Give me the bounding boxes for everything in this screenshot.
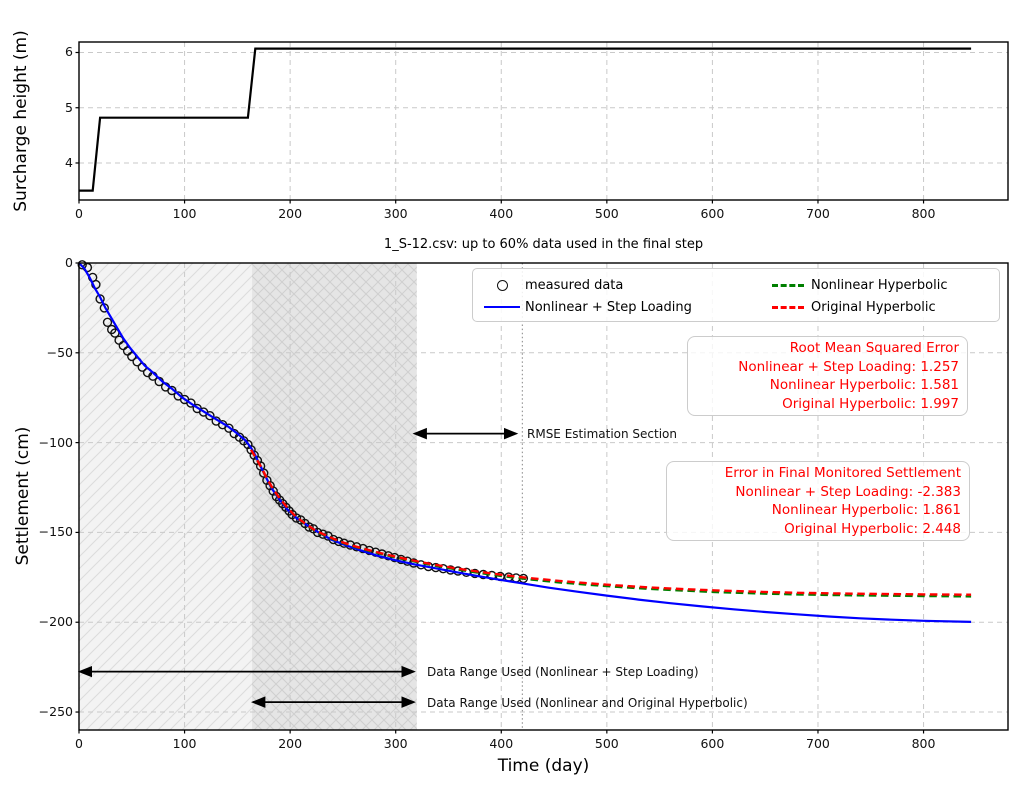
final-error-step-loading-value: Nonlinear + Step Loading: -2.383 [735,483,961,500]
tick-marks [75,51,925,204]
y-tick-label: −100 [38,434,73,450]
legend-item-nonlinear-hyperbolic: Nonlinear Hyperbolic [765,276,947,294]
dashed-line-marker-icon [765,283,811,287]
x-tick-label: 200 [278,736,303,751]
x-tick-label: 700 [806,206,830,221]
y-tick-label: 5 [65,99,73,115]
rmse-annotation-box: Root Mean Squared Error Nonlinear + Step… [687,336,968,416]
rmse-step-loading-value: Nonlinear + Step Loading: 1.257 [738,358,959,375]
axes-frame [78,41,1009,201]
final-error-original-hyperbolic-value: Original Hyperbolic: 2.448 [784,520,961,537]
data-range-hyperbolic-arrow-label: Data Range Used (Nonlinear and Original … [427,696,748,710]
x-tick-label: 800 [911,736,936,751]
nonlinear-step-loading-curve [78,262,972,623]
time-axis-label: Time (day) [497,756,590,776]
y-tick-label: 0 [65,255,73,270]
gridlines [78,42,1008,200]
legend-label: Nonlinear + Step Loading [525,299,692,315]
final-error-annotation-box: Error in Final Monitored Settlement Nonl… [666,461,970,541]
legend-label: Nonlinear Hyperbolic [811,277,948,293]
x-tick-label: 200 [278,206,303,221]
solid-line-marker-icon [479,306,525,308]
circle-marker-icon [479,279,525,291]
chart-title: 1_S-12.csv: up to 60% data used in the f… [383,237,704,252]
y-tick-label: −200 [38,614,73,630]
legend-label: measured data [525,277,624,293]
final-error-box-title: Error in Final Monitored Settlement [724,465,961,481]
x-tick-label: 300 [383,206,408,221]
x-tick-label: 100 [172,206,197,221]
legend-item-original-hyperbolic: Original Hyperbolic [765,298,936,316]
rmse-nonlinear-hyperbolic-value: Nonlinear Hyperbolic: 1.581 [769,377,959,394]
dashed-line-marker-icon [765,305,811,309]
axes-frame [78,262,1009,731]
y-tick-label: −250 [38,704,73,720]
x-tick-label: 100 [172,736,197,751]
x-tick-label: 400 [489,206,514,221]
tick-marks [75,262,925,734]
x-tick-label: 300 [383,736,408,751]
legend: measured data Nonlinear + Step Loading N… [472,268,1000,322]
x-tick-label: 400 [489,736,514,751]
y-tick-label: −50 [46,344,73,360]
x-tick-label: 700 [806,736,830,751]
x-tick-label: 0 [75,736,83,751]
y-tick-label: 6 [65,44,73,60]
x-tick-label: 500 [594,736,619,751]
x-tick-label: 500 [594,206,619,221]
y-tick-label: −150 [38,524,73,540]
final-error-nonlinear-hyperbolic-value: Nonlinear Hyperbolic: 1.861 [771,502,961,519]
x-tick-label: 600 [700,206,725,221]
x-tick-label: 0 [75,206,83,221]
legend-item-measured-data: measured data [479,276,623,294]
legend-item-step-loading: Nonlinear + Step Loading [479,298,692,316]
original-hyperbolic-curve [250,449,972,596]
y-tick-label: 4 [65,154,73,170]
x-tick-label: 800 [911,206,936,221]
legend-label: Original Hyperbolic [811,299,936,315]
data-range-step-loading-arrow-label: Data Range Used (Nonlinear + Step Loadin… [427,665,699,679]
rmse-section-arrow-label: RMSE Estimation Section [527,427,678,441]
rmse-box-title: Root Mean Squared Error [789,340,959,356]
rmse-original-hyperbolic-value: Original Hyperbolic: 1.997 [782,395,959,412]
x-tick-label: 600 [700,736,725,751]
surcharge-line [79,47,972,192]
